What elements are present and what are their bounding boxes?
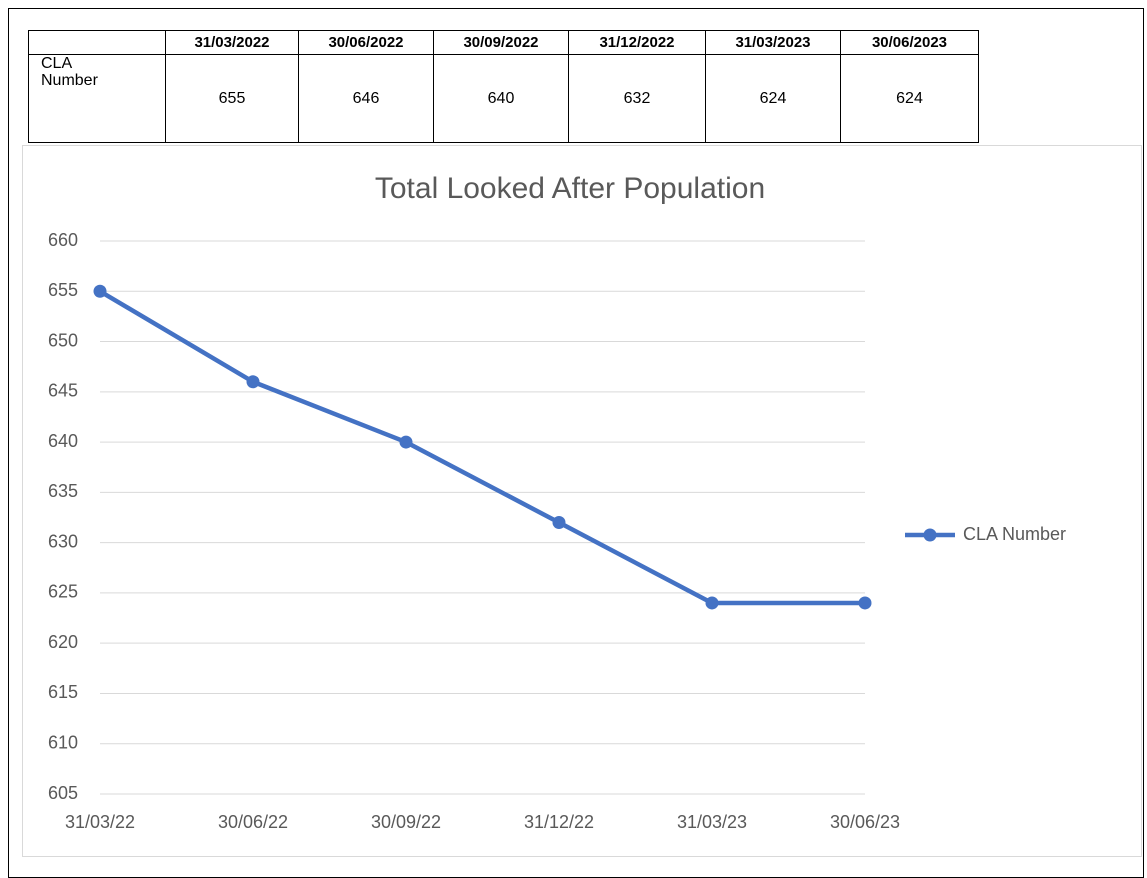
header-cell: 30/06/2023 — [840, 30, 979, 55]
header-cell: 30/09/2022 — [433, 30, 569, 55]
row-label: CLA Number — [28, 54, 166, 143]
header-cell: 31/03/2022 — [165, 30, 299, 55]
header-cell: 30/06/2022 — [298, 30, 434, 55]
header-cell: 31/03/2023 — [705, 30, 841, 55]
cell: 624 — [705, 54, 841, 143]
cell: 624 — [840, 54, 979, 143]
header-cell: 31/12/2022 — [568, 30, 706, 55]
cell: 646 — [298, 54, 434, 143]
row-label-text: CLA Number — [41, 55, 98, 89]
cell: 640 — [433, 54, 569, 143]
corner-cell — [28, 30, 166, 55]
header-row: 31/03/2022 30/06/2022 30/09/2022 31/12/2… — [28, 30, 979, 55]
data-row: CLA Number 655 646 640 632 624 624 — [28, 54, 979, 143]
cell: 655 — [165, 54, 299, 143]
cell: 632 — [568, 54, 706, 143]
data-table: 31/03/2022 30/06/2022 30/09/2022 31/12/2… — [28, 30, 979, 143]
